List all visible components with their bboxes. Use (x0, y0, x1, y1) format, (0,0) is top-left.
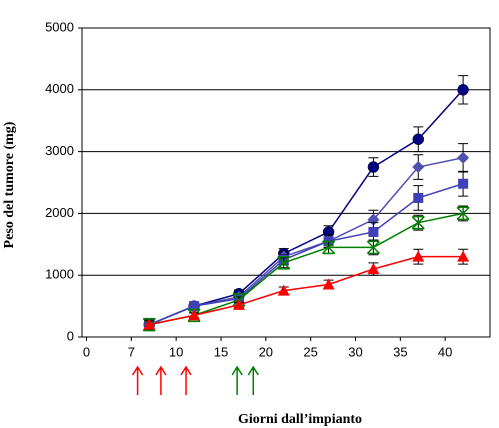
x-tick-label: 7 (128, 344, 135, 359)
data-point (458, 178, 469, 189)
arrow (131, 365, 144, 395)
marker (277, 256, 291, 270)
x-tick-label: 30 (348, 344, 362, 359)
data-point (368, 226, 379, 237)
marker (189, 301, 200, 312)
x-tick-label: 35 (393, 344, 407, 359)
marker (456, 206, 470, 221)
y-axis-title: Peso del tumore (mg) (2, 121, 17, 248)
arrow (231, 365, 243, 395)
marker (232, 298, 245, 310)
x-tick-label: 10 (169, 344, 183, 359)
x-axis-title: Giorni dall’impianto (238, 412, 362, 427)
data-point (143, 318, 156, 330)
y-tick-label: 3000 (45, 143, 74, 158)
series-line (148, 89, 464, 326)
x-tick-label: 25 (303, 344, 317, 359)
data-point (322, 240, 336, 255)
marker (457, 84, 469, 96)
marker (412, 161, 425, 174)
data-point (457, 84, 469, 96)
marker (411, 215, 425, 230)
x-tick-label: 15 (214, 344, 228, 359)
y-tick-label: 5000 (45, 19, 74, 34)
y-tick-label: 0 (67, 328, 74, 343)
data-point (456, 206, 470, 221)
data-point (411, 215, 425, 230)
data-point (189, 301, 200, 312)
y-tick-label: 4000 (45, 81, 74, 96)
data-point (413, 192, 424, 203)
data-point (277, 284, 290, 296)
data-point (412, 161, 425, 174)
data-point (412, 250, 425, 262)
data-point (277, 256, 291, 270)
marker (277, 284, 290, 296)
marker (188, 309, 201, 321)
marker (143, 318, 156, 330)
marker (367, 263, 380, 275)
series-line (149, 255, 464, 326)
marker (322, 278, 335, 290)
data-point (322, 278, 335, 290)
series-line (148, 183, 464, 326)
marker (412, 133, 425, 145)
y-tick-label: 2000 (45, 205, 74, 220)
data-point (366, 240, 380, 255)
marker (412, 250, 425, 262)
marker (457, 250, 470, 262)
marker (458, 178, 469, 189)
marker (322, 240, 336, 255)
data-point (232, 298, 245, 310)
marker (413, 192, 424, 203)
data-point (457, 151, 470, 164)
arrow (155, 365, 167, 395)
arrow (180, 365, 192, 395)
data-point (367, 263, 380, 275)
x-tick-label: 40 (438, 344, 452, 359)
plot-frame (81, 27, 491, 338)
data-point (188, 309, 201, 321)
data-point (457, 250, 470, 262)
marker (367, 161, 380, 173)
data-point (412, 133, 425, 145)
x-tick-label: 0 (83, 344, 90, 359)
marker (457, 151, 470, 164)
y-tick-label: 1000 (45, 267, 74, 282)
x-tick-label: 20 (259, 344, 273, 359)
data-point (367, 161, 380, 173)
marker (366, 240, 380, 255)
arrow (247, 365, 259, 395)
series-line (148, 157, 464, 326)
series-line (149, 212, 464, 326)
marker (368, 226, 379, 237)
